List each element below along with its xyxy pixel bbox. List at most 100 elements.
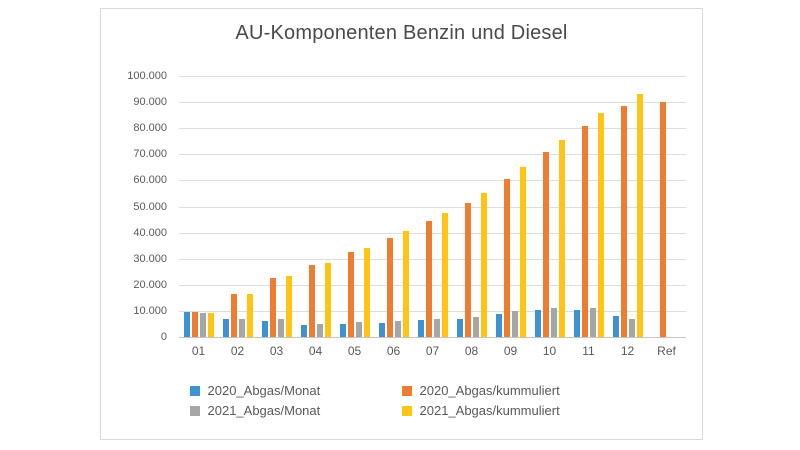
- bar-2021-abgas-monat-10: [550, 308, 557, 337]
- bar-2020-abgas-kummuliert-09: [503, 179, 510, 337]
- bar-2021-abgas-monat-04: [316, 324, 323, 337]
- gridline: [179, 128, 686, 130]
- bar-2021-abgas-monat-12: [628, 319, 635, 337]
- legend-grid: 2020_Abgas/Monat 2020_Abgas/kummuliert 202…: [189, 383, 614, 418]
- legend-marker-2021-abgas-monat: [189, 405, 200, 416]
- legend-label: 2021_Abgas/Monat: [207, 403, 321, 418]
- bar-2020-abgas-monat-08: [456, 319, 463, 337]
- bar-2020-abgas-kummuliert-ref: [659, 102, 666, 337]
- bar-2020-abgas-kummuliert-04: [308, 265, 315, 337]
- bar-2020-abgas-kummuliert-02: [230, 294, 237, 337]
- chart-title: AU-Komponenten Benzin und Diesel: [235, 22, 568, 44]
- bar-2020-abgas-monat-06: [378, 323, 385, 337]
- y-axis-label: 70.000: [133, 148, 167, 161]
- bar-2021-abgas-kummuliert-04: [324, 263, 331, 337]
- bar-2020-abgas-monat-10: [534, 310, 541, 337]
- gridline: [179, 258, 686, 260]
- bar-2021-abgas-kummuliert-10: [558, 140, 565, 337]
- bar-group-06: 06: [374, 76, 413, 358]
- x-axis-label-08: 08: [464, 344, 479, 358]
- bar-2020-abgas-monat-09: [495, 314, 502, 337]
- bar-2021-abgas-kummuliert-11: [597, 113, 604, 337]
- x-axis-label-05: 05: [347, 344, 362, 358]
- y-axis-label: 90.000: [133, 96, 167, 109]
- y-axis-label: 60.000: [133, 174, 167, 187]
- plot-area: 01 02 03 04 05 06 07 08 09 10 11 12 Ref: [179, 76, 686, 358]
- y-axis: 100.000 90.000 80.000 70.000 60.000 50.000 40.…: [101, 70, 173, 343]
- y-axis-label: 50.000: [133, 200, 167, 213]
- chart-container: AU-Komponenten Benzin und Diesel 100.000…: [100, 8, 703, 440]
- bar-2021-abgas-kummuliert-08: [480, 193, 487, 337]
- legend-item-2020-abgas-kummuliert: 2020_Abgas/kummuliert: [401, 383, 614, 398]
- bar-2021-abgas-monat-06: [394, 321, 401, 337]
- x-axis-label-01: 01: [191, 344, 206, 358]
- x-axis-label-10: 10: [542, 344, 557, 358]
- legend: 2020_Abgas/Monat 2020_Abgas/kummuliert 202…: [101, 383, 702, 418]
- x-axis-line: [179, 337, 686, 338]
- bar-2021-abgas-kummuliert-05: [363, 248, 370, 337]
- bar-2021-abgas-kummuliert-03: [285, 276, 292, 337]
- bar-2020-abgas-monat-01: [183, 312, 190, 337]
- bar-2021-abgas-monat-07: [433, 319, 440, 337]
- gridline: [179, 154, 686, 156]
- x-axis-label-03: 03: [269, 344, 284, 358]
- y-axis-label: 100.000: [127, 70, 167, 82]
- bar-2020-abgas-kummuliert-10: [542, 152, 549, 337]
- bar-2020-abgas-kummuliert-05: [347, 252, 354, 337]
- gridline: [179, 180, 686, 182]
- gridline: [179, 232, 686, 234]
- bar-group-02: 02: [218, 76, 257, 358]
- gridline: [179, 102, 686, 104]
- legend-item-2021-abgas-kummuliert: 2021_Abgas/kummuliert: [401, 403, 614, 418]
- bar-group-04: 04: [296, 76, 335, 358]
- x-axis-label-06: 06: [386, 344, 401, 358]
- bar-group-10: 10: [530, 76, 569, 358]
- legend-marker-2021-abgas-kummuliert: [401, 405, 412, 416]
- bar-2020-abgas-monat-04: [300, 325, 307, 337]
- y-axis-label: 40.000: [133, 226, 167, 239]
- bar-groups: 01 02 03 04 05 06 07 08 09 10 11 12 Ref: [179, 76, 686, 358]
- gridline: [179, 76, 686, 77]
- x-axis-label-ref: Ref: [657, 344, 676, 358]
- y-axis-label: 80.000: [133, 122, 167, 135]
- x-axis-label-04: 04: [308, 344, 323, 358]
- bar-2021-abgas-kummuliert-12: [636, 94, 643, 337]
- bar-2020-abgas-kummuliert-08: [464, 203, 471, 337]
- bar-2020-abgas-kummuliert-12: [620, 106, 627, 337]
- bar-2020-abgas-kummuliert-11: [581, 126, 588, 337]
- bar-2020-abgas-monat-02: [222, 319, 229, 337]
- x-axis-label-12: 12: [620, 344, 635, 358]
- x-axis-label-09: 09: [503, 344, 518, 358]
- bar-2020-abgas-kummuliert-07: [425, 221, 432, 337]
- bar-2020-abgas-kummuliert-03: [269, 278, 276, 337]
- legend-item-2021-abgas-monat: 2021_Abgas/Monat: [189, 403, 402, 418]
- bar-2020-abgas-monat-03: [261, 321, 268, 337]
- bar-2020-abgas-kummuliert-01: [191, 312, 198, 337]
- bar-2020-abgas-monat-05: [339, 324, 346, 337]
- y-axis-label: 20.000: [133, 278, 167, 291]
- bar-2021-abgas-monat-03: [277, 319, 284, 337]
- bar-2020-abgas-monat-07: [417, 320, 424, 337]
- bar-2021-abgas-kummuliert-06: [402, 231, 409, 337]
- gridline: [179, 206, 686, 208]
- bar-2020-abgas-monat-12: [612, 316, 619, 337]
- x-axis-label-07: 07: [425, 344, 440, 358]
- bar-group-12: 12: [608, 76, 647, 358]
- y-axis-label: 10.000: [133, 304, 167, 317]
- bar-2021-abgas-monat-08: [472, 317, 479, 337]
- bar-2021-abgas-kummuliert-01: [207, 313, 214, 337]
- bar-group-11: 11: [569, 76, 608, 358]
- legend-marker-2020-abgas-monat: [189, 385, 200, 396]
- x-axis-label-02: 02: [230, 344, 245, 358]
- bar-2021-abgas-kummuliert-02: [246, 294, 253, 337]
- bar-2021-abgas-monat-05: [355, 322, 362, 337]
- bar-2021-abgas-monat-09: [511, 311, 518, 337]
- bar-2021-abgas-monat-01: [199, 313, 206, 337]
- legend-marker-2020-abgas-kummuliert: [401, 385, 412, 396]
- bar-group-05: 05: [335, 76, 374, 358]
- legend-item-2020-abgas-monat: 2020_Abgas/Monat: [189, 383, 402, 398]
- bar-group-01: 01: [179, 76, 218, 358]
- bar-2021-abgas-kummuliert-07: [441, 213, 448, 337]
- bar-2021-abgas-monat-11: [589, 308, 596, 337]
- x-axis-label-11: 11: [582, 344, 595, 358]
